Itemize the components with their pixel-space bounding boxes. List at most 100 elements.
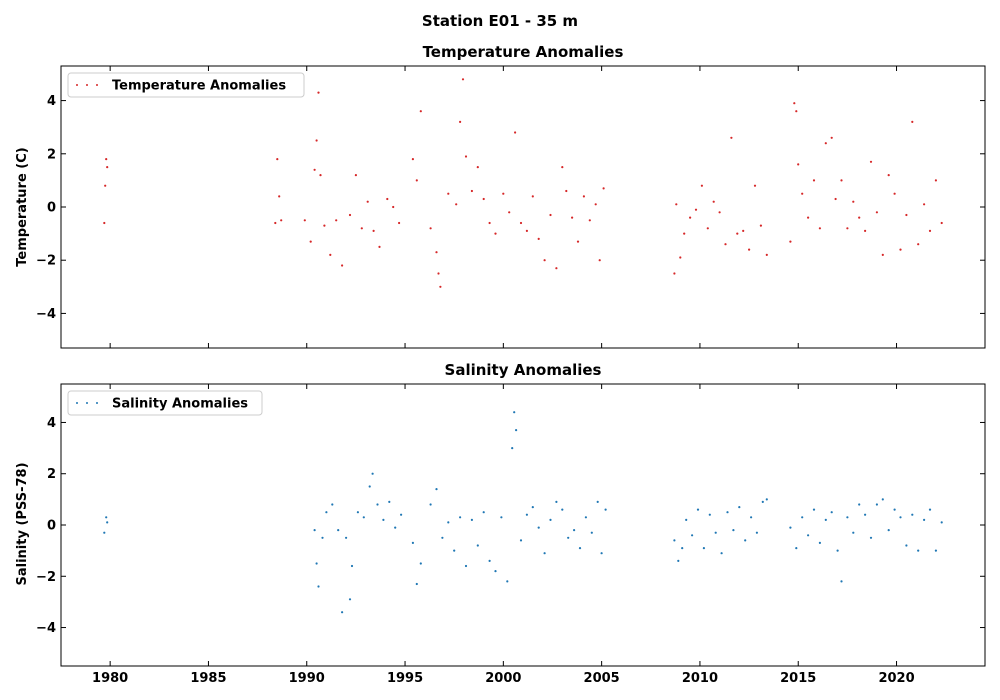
salinity-chart-title: Salinity Anomalies [445, 361, 602, 379]
temperature-data-point [317, 91, 320, 94]
salinity-data-point [732, 529, 735, 532]
temperature-plot-frame [60, 65, 986, 349]
temperature-chart-title: Temperature Anomalies [423, 43, 624, 61]
temperature-data-point [852, 200, 855, 203]
temperature-data-point [864, 229, 867, 232]
salinity-y-axis-label: Salinity (PSS-78) [15, 462, 30, 585]
salinity-data-point [738, 506, 741, 509]
temperature-data-point [366, 200, 369, 203]
salinity-x-tick-label: 1980 [92, 671, 128, 686]
temperature-data-point [494, 232, 497, 235]
temperature-data-point [881, 253, 884, 256]
temperature-plot-area [61, 66, 985, 348]
salinity-data-point [543, 552, 546, 555]
temperature-data-point [824, 142, 827, 145]
temperature-data-point [537, 237, 540, 240]
salinity-data-point [852, 531, 855, 534]
temperature-data-point [582, 195, 586, 198]
temperature-data-point [378, 245, 381, 248]
temperature-data-point [748, 248, 751, 251]
salinity-legend-label: Salinity Anomalies [112, 397, 248, 412]
salinity-data-point [500, 516, 503, 519]
temperature-data-point [683, 232, 686, 235]
salinity-data-point [441, 536, 444, 539]
temperature-data-point [435, 251, 438, 254]
salinity-data-point [337, 529, 340, 532]
temperature-data-point [905, 213, 908, 217]
salinity-data-point [368, 485, 371, 488]
salinity-data-point [818, 541, 822, 545]
temperature-data-point [818, 227, 822, 230]
salinity-data-point [846, 516, 849, 519]
salinity-data-point [362, 516, 365, 519]
temperature-data-point [386, 197, 389, 201]
salinity-data-point [476, 544, 479, 547]
temperature-data-point [797, 163, 800, 166]
temperature-data-point [830, 136, 833, 139]
temperature-data-point [928, 229, 932, 232]
temperature-data-point [846, 227, 849, 230]
temperature-data-point [812, 179, 816, 182]
temperature-data-point [679, 256, 682, 259]
salinity-data-point [604, 508, 607, 511]
salinity-data-point [453, 549, 456, 552]
salinity-data-point [584, 516, 588, 519]
salinity-data-point [525, 513, 529, 516]
salinity-data-point [429, 503, 432, 506]
salinity-data-point [917, 549, 920, 552]
temperature-legend-marker [86, 84, 88, 86]
salinity-x-tick-label: 1985 [190, 671, 226, 686]
salinity-data-point [447, 521, 450, 524]
temperature-data-point [543, 259, 546, 262]
temperature-y-tick-label: −2 [36, 254, 56, 269]
salinity-y-tick-label: −2 [36, 570, 56, 585]
salinity-data-point [419, 562, 422, 565]
temperature-data-point [502, 192, 505, 195]
salinity-axes: 1980 1985 1990 1995 2000 2005 2010 2015 2020 −4 −2… [36, 384, 985, 686]
salinity-data-point [561, 508, 564, 511]
temperature-data-point [392, 205, 395, 209]
temperature-data-point [576, 240, 580, 243]
salinity-data-point [376, 503, 379, 506]
temperature-data-point [594, 203, 597, 206]
temperature-data-point [899, 248, 902, 251]
temperature-data-point [742, 229, 745, 232]
temperature-data-point [571, 216, 574, 219]
temperature-data-point [348, 213, 352, 217]
salinity-data-point [317, 585, 320, 588]
salinity-data-point [755, 531, 759, 534]
salinity-points [103, 411, 943, 614]
salinity-data-point [578, 547, 582, 550]
salinity-data-point [761, 500, 764, 503]
temperature-data-point [923, 203, 926, 206]
salinity-data-point [887, 529, 890, 532]
temperature-data-point [598, 259, 601, 262]
salinity-data-point [388, 500, 391, 503]
temperature-data-point [917, 243, 920, 246]
temperature-data-point [793, 102, 796, 105]
temperature-data-point [712, 200, 715, 203]
temperature-legend-box [67, 72, 305, 98]
salinity-data-point [681, 547, 684, 550]
salinity-data-point [506, 580, 509, 583]
salinity-data-point [531, 506, 534, 509]
temperature-data-point [753, 184, 757, 187]
salinity-legend-marker [96, 402, 98, 404]
temperature-data-point [549, 213, 552, 217]
temperature-data-point [315, 139, 318, 142]
salinity-data-point [765, 498, 768, 501]
temperature-data-point [525, 229, 529, 232]
salinity-data-point [313, 529, 316, 532]
temperature-data-point [354, 174, 357, 177]
temperature-data-point [911, 120, 914, 123]
temperature-data-point [313, 168, 316, 171]
temperature-data-point [470, 189, 473, 193]
temperature-data-point [439, 285, 442, 288]
salinity-data-point [350, 564, 354, 568]
salinity-data-point [869, 536, 873, 539]
temperature-data-point [372, 229, 375, 232]
temperature-data-point [834, 197, 837, 201]
temperature-data-point [455, 203, 458, 206]
salinity-data-point [106, 521, 109, 524]
salinity-plot-area [61, 384, 985, 666]
